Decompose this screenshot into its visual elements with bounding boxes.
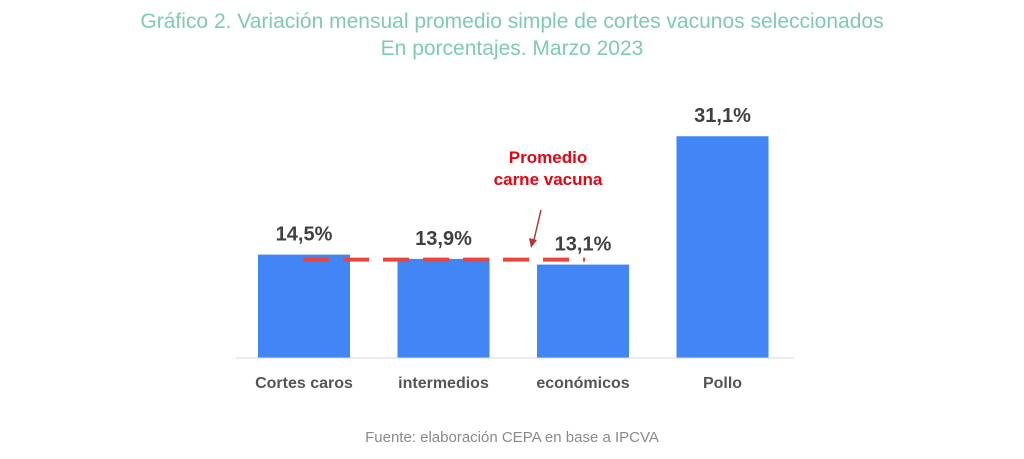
annotation-arrowhead [529,238,537,248]
chart-subtitle: En porcentajes. Marzo 2023 [380,37,644,60]
category-label-economicos: económicos [536,375,629,392]
category-label-cortes-caros: Cortes caros [255,375,353,392]
data-label-economicos: 13,1% [555,234,612,256]
source-note: Fuente: elaboración CEPA en base a IPCVA [365,429,659,446]
annotation-line1: Promedio [509,148,587,167]
category-label-pollo: Pollo [703,375,742,392]
data-label-pollo: 31,1% [694,105,751,127]
data-label-cortes-caros: 14,5% [276,224,333,246]
category-label-intermedios: intermedios [398,375,489,392]
annotation-line2: carne vacuna [494,170,603,189]
bar-cortes-caros [258,254,350,358]
bar-intermedios [397,258,490,358]
annotation-arrow [532,209,542,245]
chart-title: Gráfico 2. Variación mensual promedio si… [140,10,884,33]
bar-pollo [676,136,769,358]
data-label-intermedios: 13,9% [415,228,472,250]
bar-economicos [537,264,629,358]
